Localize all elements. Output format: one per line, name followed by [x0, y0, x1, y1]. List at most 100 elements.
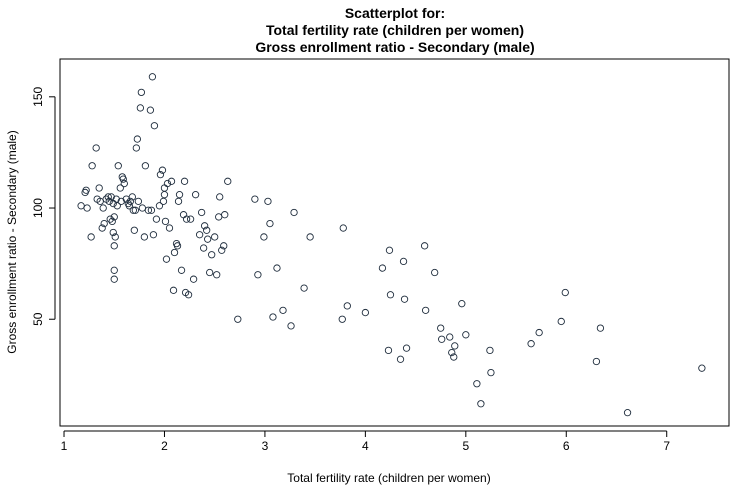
data-point: [95, 184, 103, 192]
data-point: [137, 88, 146, 97]
data-point: [133, 135, 141, 143]
data-point: [251, 195, 259, 203]
data-point: [129, 206, 137, 214]
data-point: [486, 346, 494, 355]
data-point: [339, 224, 347, 232]
data-point: [167, 177, 176, 185]
data-point: [155, 202, 164, 210]
data-point: [487, 368, 495, 377]
data-point: [208, 251, 216, 259]
data-point: [385, 246, 394, 254]
data-point: [106, 215, 114, 223]
data-point: [146, 106, 155, 114]
data-point: [458, 300, 466, 308]
data-point: [175, 191, 184, 199]
data-point: [147, 206, 156, 214]
data-point: [438, 335, 446, 343]
data-point: [156, 171, 165, 179]
data-point: [110, 266, 118, 274]
data-point: [448, 348, 456, 357]
data-point: [82, 186, 90, 194]
data-point: [186, 215, 195, 223]
data-point: [450, 353, 458, 361]
data-point: [119, 175, 127, 183]
data-point: [87, 233, 95, 241]
y-tick-label: 50: [31, 312, 45, 326]
data-point: [116, 184, 124, 192]
data-point: [400, 295, 409, 303]
data-point: [596, 324, 605, 332]
x-tick-label: 6: [563, 439, 570, 453]
data-point: [623, 409, 632, 417]
data-point: [184, 291, 193, 299]
data-point: [197, 208, 206, 217]
y-axis-ticks: 50 100 150: [31, 86, 55, 326]
data-point: [160, 191, 169, 199]
data-point: [446, 333, 454, 341]
data-point: [477, 400, 485, 408]
data-point: [110, 275, 118, 283]
data-point: [204, 235, 212, 243]
data-point: [170, 248, 179, 257]
data-point: [83, 204, 91, 212]
data-point: [306, 233, 314, 241]
data-point: [378, 264, 387, 272]
data-point: [557, 317, 565, 326]
y-tick-label: 100: [31, 198, 45, 218]
data-point: [136, 104, 145, 112]
data-point: [98, 224, 106, 232]
data-point: [211, 233, 219, 241]
data-point: [279, 306, 287, 314]
data-point: [384, 346, 393, 355]
data-point: [110, 213, 118, 221]
data-point: [120, 179, 128, 188]
data-point: [218, 246, 226, 254]
chart-title-line-2: Total fertility rate (children per women…: [266, 22, 524, 38]
x-tick-label: 3: [262, 439, 269, 453]
data-point: [141, 162, 150, 170]
data-point: [203, 226, 211, 234]
data-point: [234, 315, 242, 323]
data-point: [99, 204, 107, 212]
data-point: [221, 211, 229, 219]
data-point: [269, 313, 277, 321]
data-point: [144, 206, 153, 214]
data-point: [88, 162, 96, 170]
data-point: [108, 217, 116, 226]
data-point: [148, 73, 157, 81]
data-point: [431, 268, 439, 277]
data-point: [150, 122, 159, 130]
x-tick-label: 7: [663, 439, 670, 453]
data-point: [131, 206, 139, 214]
data-point: [260, 233, 268, 241]
chart-title-line-3: Gross enrollment ratio - Secondary (male…: [255, 39, 534, 55]
data-point: [561, 288, 569, 297]
data-point: [420, 242, 429, 250]
data-point: [130, 226, 138, 234]
data-point: [290, 208, 298, 217]
y-axis-label: Gross enrollment ratio - Secondary (male…: [5, 130, 19, 353]
data-point: [287, 322, 295, 330]
x-axis-ticks: 1 2 3 4 5 6 7: [61, 431, 670, 453]
y-tick-label: 150: [31, 86, 45, 106]
data-point: [149, 231, 158, 239]
data-points: [77, 73, 706, 417]
data-point: [177, 266, 186, 274]
data-point: [169, 286, 178, 294]
data-point: [134, 197, 143, 206]
data-point: [195, 231, 204, 239]
data-point: [163, 179, 172, 188]
data-point: [114, 162, 122, 170]
data-point: [220, 242, 228, 250]
data-point: [109, 228, 117, 237]
data-point: [399, 257, 408, 266]
data-point: [264, 197, 272, 206]
data-point: [338, 315, 346, 323]
x-tick-label: 2: [161, 439, 168, 453]
plot-frame: [59, 58, 730, 427]
data-point: [396, 355, 405, 363]
data-point: [527, 340, 535, 348]
data-point: [158, 166, 167, 174]
data-point: [213, 271, 221, 279]
